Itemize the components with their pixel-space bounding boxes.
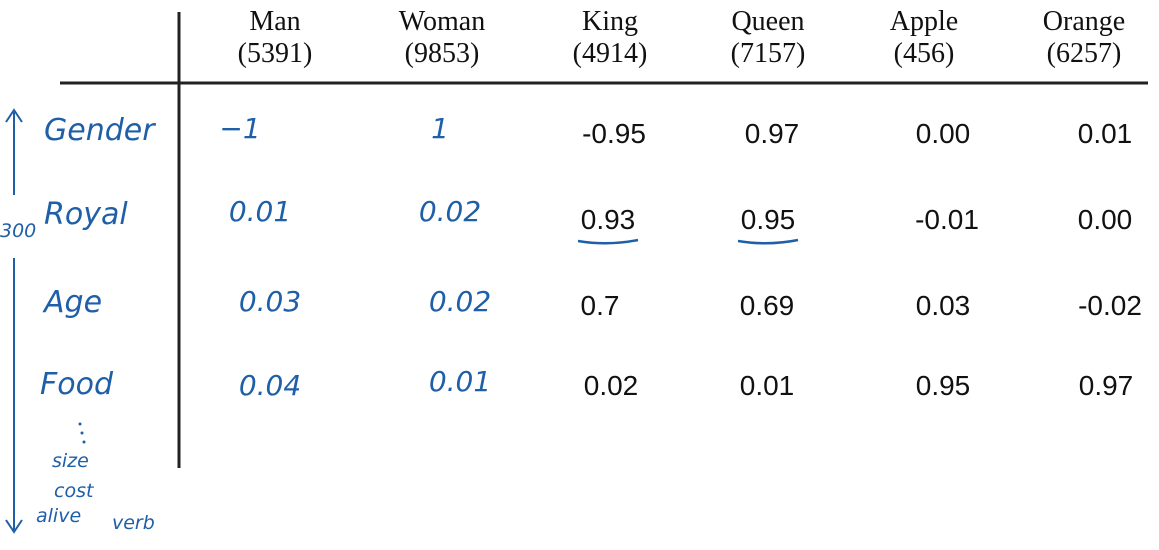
- value-gender-queen: 0.97: [744, 118, 800, 149]
- continuation-dots: [78, 422, 86, 444]
- feature-note-verb: verb: [112, 512, 155, 534]
- row-label-royal: Royal: [44, 197, 128, 232]
- column-word: King: [582, 6, 638, 37]
- column-index: (9853): [404, 38, 480, 69]
- value-food-apple: 0.95: [915, 370, 971, 401]
- column-index: (4914): [572, 38, 648, 69]
- value-royal-orange: 0.00: [1077, 204, 1133, 235]
- column-word: Man: [249, 6, 301, 37]
- value-food-orange: 0.97: [1078, 370, 1134, 401]
- value-gender-king: -0.95: [582, 118, 646, 149]
- column-word: Orange: [1042, 6, 1126, 37]
- row-label-age: Age: [44, 285, 103, 320]
- column-header-man: Man (5391): [200, 6, 350, 70]
- column-header-king: King (4914): [535, 6, 685, 70]
- value-royal-man: 0.01: [228, 195, 292, 228]
- column-word: Woman: [398, 6, 486, 37]
- value-gender-orange: 0.01: [1077, 118, 1133, 149]
- value-food-queen: 0.01: [739, 370, 795, 401]
- row-label-gender: Gender: [44, 113, 155, 148]
- value-food-man: 0.04: [238, 369, 302, 402]
- dimension-arrow: [5, 108, 23, 534]
- value-age-king: 0.7: [580, 290, 620, 321]
- value-age-orange: -0.02: [1078, 290, 1142, 321]
- feature-note-cost: cost: [54, 480, 94, 502]
- value-royal-apple: -0.01: [915, 204, 979, 235]
- value-gender-apple: 0.00: [915, 118, 971, 149]
- value-age-woman: 0.02: [428, 285, 492, 318]
- column-word: Queen: [731, 6, 805, 37]
- column-header-queen: Queen (7157): [693, 6, 843, 70]
- column-index: (7157): [730, 38, 806, 69]
- feature-note-size: size: [52, 450, 89, 472]
- arrow-head-up: [5, 108, 23, 123]
- value-royal-woman: 0.02: [418, 195, 482, 228]
- column-index: (456): [893, 38, 955, 69]
- column-index: (5391): [237, 38, 313, 69]
- value-gender-man: −1: [219, 112, 261, 145]
- feature-note-alive: alive: [36, 505, 82, 527]
- column-index: (6257): [1046, 38, 1122, 69]
- value-age-apple: 0.03: [915, 290, 971, 321]
- column-word: Apple: [889, 6, 959, 37]
- value-food-woman: 0.01: [428, 365, 492, 398]
- column-header-orange: Orange (6257): [1009, 6, 1159, 70]
- dimension-count-annotation: 300: [0, 220, 37, 242]
- value-age-man: 0.03: [238, 285, 302, 318]
- arrow-head-down: [5, 519, 23, 534]
- column-header-apple: Apple (456): [849, 6, 999, 70]
- column-header-woman: Woman (9853): [367, 6, 517, 70]
- value-royal-queen: 0.95: [740, 204, 796, 235]
- row-label-food: Food: [40, 367, 114, 402]
- value-royal-king: 0.93: [580, 204, 636, 235]
- value-age-queen: 0.69: [739, 290, 795, 321]
- underline-queen-royal: [737, 238, 799, 245]
- underline-king-royal: [577, 238, 639, 245]
- value-gender-woman: 1: [431, 112, 449, 145]
- value-food-king: 0.02: [583, 370, 639, 401]
